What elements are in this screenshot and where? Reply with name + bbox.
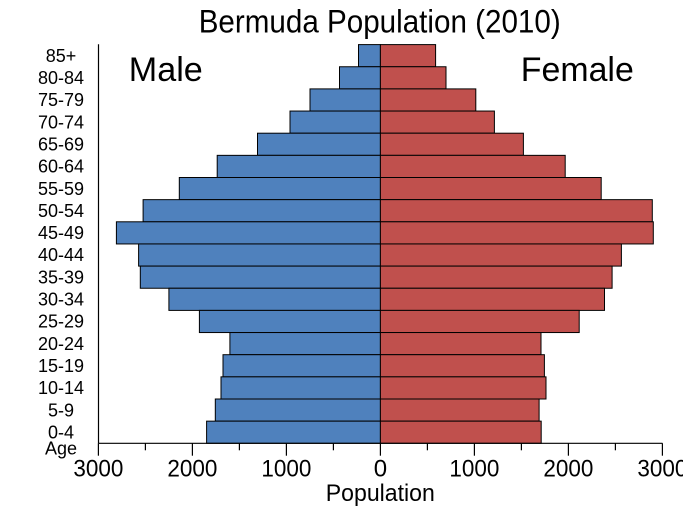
svg-text:60-64: 60-64 (38, 157, 84, 177)
svg-text:3000: 3000 (637, 455, 683, 482)
svg-text:1000: 1000 (261, 455, 311, 482)
svg-text:5-9: 5-9 (48, 400, 74, 420)
svg-text:70-74: 70-74 (38, 112, 84, 132)
svg-text:30-34: 30-34 (38, 290, 84, 310)
svg-text:80-84: 80-84 (38, 68, 84, 88)
svg-text:55-59: 55-59 (38, 179, 84, 199)
svg-text:3000: 3000 (73, 455, 123, 482)
svg-text:1000: 1000 (449, 455, 499, 482)
svg-text:Bermuda Population (2010): Bermuda Population (2010) (199, 4, 561, 40)
svg-text:10-14: 10-14 (38, 378, 84, 398)
svg-text:75-79: 75-79 (38, 90, 84, 110)
svg-text:15-19: 15-19 (38, 356, 84, 376)
svg-text:Male: Male (129, 51, 203, 89)
svg-text:0-4: 0-4 (48, 422, 74, 442)
svg-text:20-24: 20-24 (38, 334, 84, 354)
svg-text:Female: Female (521, 51, 634, 89)
svg-text:Age: Age (45, 439, 77, 459)
svg-text:45-49: 45-49 (38, 223, 84, 243)
svg-text:25-29: 25-29 (38, 312, 84, 332)
svg-text:Population: Population (326, 480, 435, 507)
svg-text:65-69: 65-69 (38, 135, 84, 155)
svg-text:2000: 2000 (167, 455, 217, 482)
svg-text:85+: 85+ (46, 46, 77, 66)
svg-text:40-44: 40-44 (38, 245, 84, 265)
svg-text:50-54: 50-54 (38, 201, 84, 221)
svg-text:0: 0 (374, 455, 387, 482)
svg-text:35-39: 35-39 (38, 267, 84, 287)
svg-text:2000: 2000 (543, 455, 593, 482)
